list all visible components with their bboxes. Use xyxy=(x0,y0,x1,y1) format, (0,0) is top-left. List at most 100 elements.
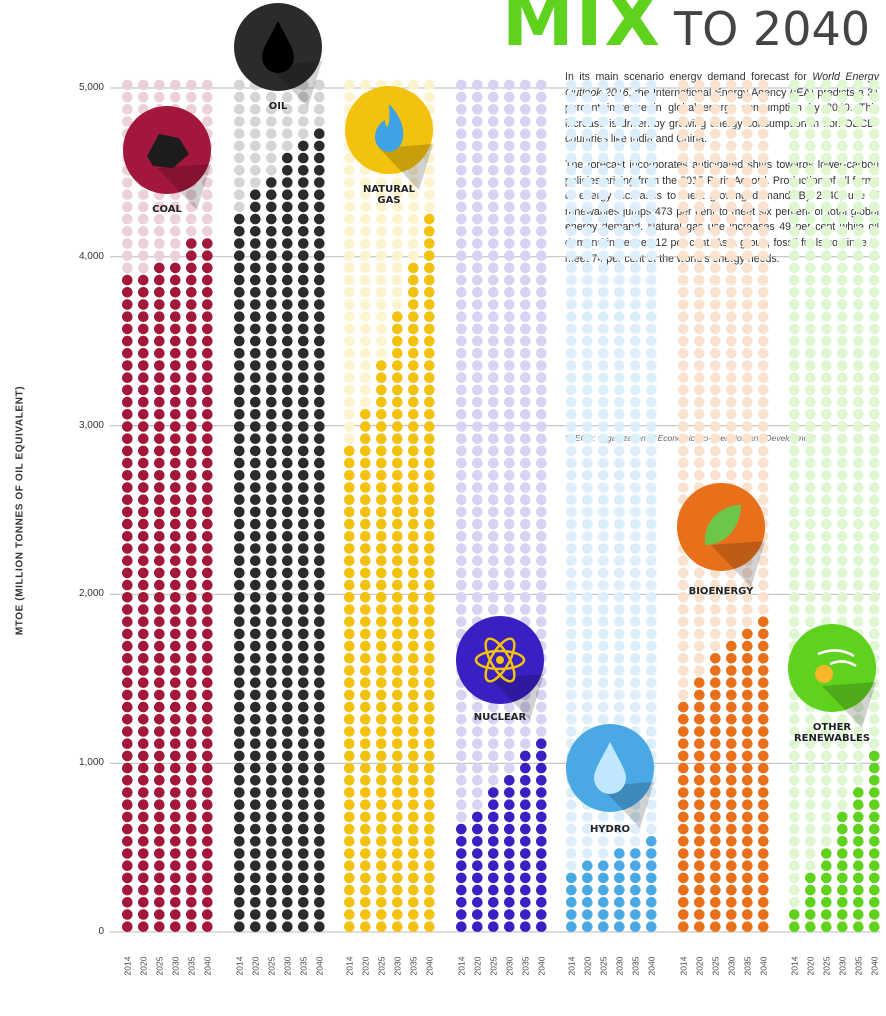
data-dot xyxy=(202,457,213,469)
data-dot xyxy=(344,470,355,481)
data-dot xyxy=(392,311,403,323)
data-dot xyxy=(202,750,213,762)
background-dot xyxy=(520,335,531,347)
bar-2030 xyxy=(726,640,737,932)
data-dot xyxy=(472,836,483,847)
data-dot xyxy=(282,238,293,249)
background-dot xyxy=(456,604,467,615)
background-dot xyxy=(520,226,531,237)
data-dot xyxy=(202,604,213,615)
data-dot xyxy=(138,909,149,920)
background-dot xyxy=(488,470,499,481)
background-dot xyxy=(566,396,577,408)
background-dot xyxy=(837,287,848,298)
background-dot xyxy=(504,714,515,725)
data-dot xyxy=(298,482,309,493)
data-dot xyxy=(266,714,277,725)
data-dot xyxy=(726,811,737,823)
background-dot xyxy=(520,213,531,225)
background-dot xyxy=(789,335,800,347)
background-dot xyxy=(520,116,531,127)
data-dot xyxy=(504,848,515,859)
data-dot xyxy=(170,470,181,481)
background-dot xyxy=(869,165,880,176)
data-dot xyxy=(726,689,737,701)
data-dot xyxy=(424,250,435,261)
data-dot xyxy=(170,872,181,884)
background-dot xyxy=(614,323,625,335)
background-dot xyxy=(614,604,625,615)
background-dot xyxy=(536,250,547,261)
data-dot xyxy=(250,262,261,274)
data-dot xyxy=(234,494,245,506)
background-dot xyxy=(837,91,848,103)
background-dot xyxy=(805,543,816,554)
background-dot xyxy=(456,506,467,518)
data-dot xyxy=(298,604,309,615)
data-dot xyxy=(282,872,293,884)
background-dot xyxy=(837,494,848,506)
background-dot xyxy=(821,128,832,139)
background-dot xyxy=(678,653,689,664)
data-dot xyxy=(424,738,435,749)
data-dot xyxy=(837,909,848,920)
background-dot xyxy=(376,177,387,188)
background-dot xyxy=(678,482,689,493)
background-dot xyxy=(758,384,769,396)
data-dot xyxy=(122,445,133,457)
background-dot xyxy=(837,360,848,371)
data-dot xyxy=(154,799,165,810)
background-dot xyxy=(805,104,816,115)
background-dot xyxy=(392,213,403,225)
background-dot xyxy=(758,457,769,469)
background-dot xyxy=(837,421,848,432)
background-dot xyxy=(520,177,531,188)
bar-2025 xyxy=(266,177,277,932)
data-dot xyxy=(202,689,213,701)
background-dot xyxy=(488,762,499,774)
data-dot xyxy=(298,470,309,481)
x-tick-label: 2040 xyxy=(424,956,434,975)
background-dot xyxy=(694,421,705,432)
bar-2014 xyxy=(789,909,800,932)
data-dot xyxy=(504,823,515,835)
background-dot xyxy=(821,787,832,798)
background-dot xyxy=(566,348,577,359)
background-dot xyxy=(202,189,213,200)
background-dot xyxy=(408,226,419,237)
data-dot xyxy=(314,616,325,627)
data-dot xyxy=(424,335,435,347)
data-dot xyxy=(520,836,531,847)
data-dot xyxy=(360,897,371,908)
background-dot xyxy=(614,823,625,835)
background-dot xyxy=(598,433,609,445)
data-dot xyxy=(456,872,467,884)
data-dot xyxy=(186,372,197,384)
background-dot xyxy=(837,335,848,347)
x-tick-label: 2035 xyxy=(742,956,752,975)
background-dot xyxy=(582,470,593,481)
background-dot xyxy=(314,104,325,115)
background-dot xyxy=(472,726,483,737)
data-dot xyxy=(154,909,165,920)
background-dot xyxy=(598,848,609,859)
data-dot xyxy=(314,604,325,615)
background-dot xyxy=(646,238,657,249)
background-dot xyxy=(869,409,880,420)
background-dot xyxy=(424,201,435,213)
background-dot xyxy=(789,701,800,713)
x-tick-label: 2014 xyxy=(344,956,354,975)
background-dot xyxy=(472,250,483,261)
data-dot xyxy=(138,665,149,676)
background-dot xyxy=(504,409,515,420)
background-dot xyxy=(472,421,483,432)
background-dot xyxy=(805,738,816,749)
bar-2014 xyxy=(456,823,467,932)
atom-icon xyxy=(456,616,544,720)
background-dot xyxy=(472,335,483,347)
data-dot xyxy=(424,665,435,676)
background-dot xyxy=(360,348,371,359)
background-dot xyxy=(789,884,800,896)
data-dot xyxy=(282,433,293,445)
background-dot xyxy=(598,287,609,298)
